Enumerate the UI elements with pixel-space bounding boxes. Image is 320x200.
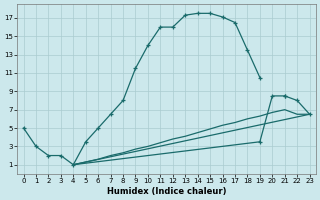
X-axis label: Humidex (Indice chaleur): Humidex (Indice chaleur) xyxy=(107,187,226,196)
